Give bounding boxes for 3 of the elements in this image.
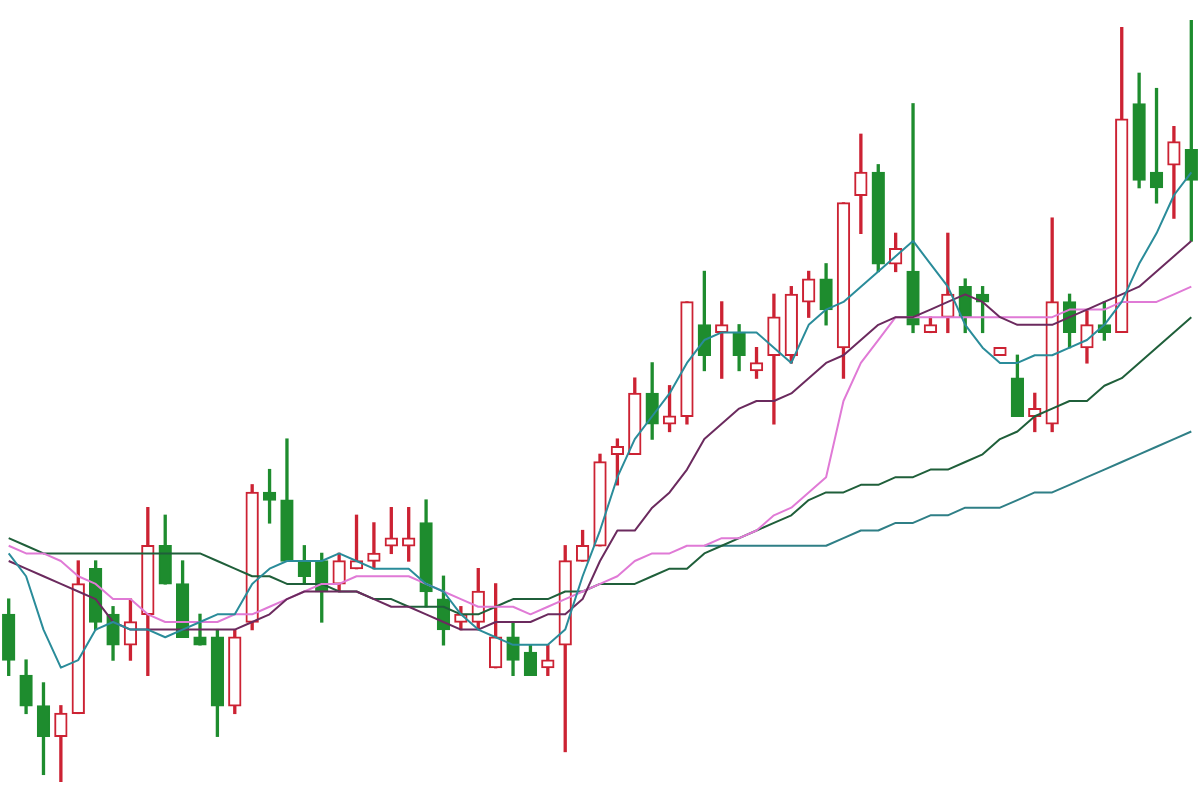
candlestick <box>854 133 868 235</box>
candlestick <box>367 522 381 570</box>
candlestick <box>906 103 920 334</box>
